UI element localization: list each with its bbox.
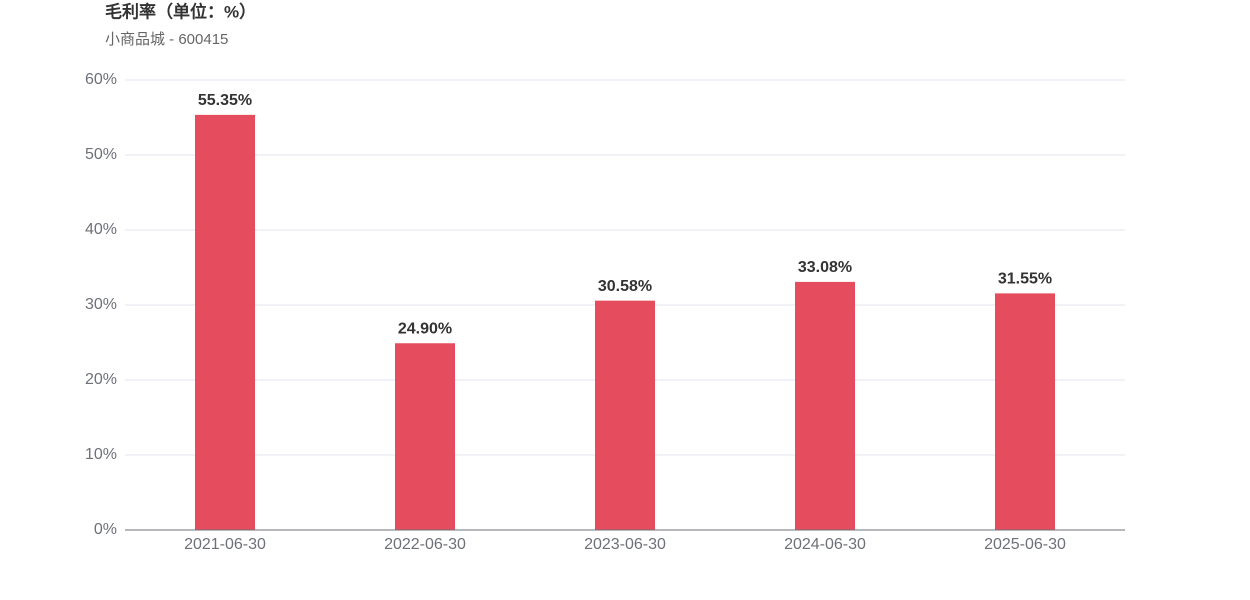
- y-tick-label: 0%: [94, 521, 117, 538]
- data-label: 31.55%: [998, 271, 1052, 288]
- x-tick-label: 2025-06-30: [984, 536, 1066, 553]
- y-tick-label: 10%: [85, 446, 117, 463]
- bar: [595, 300, 655, 530]
- x-tick-label: 2023-06-30: [584, 536, 666, 553]
- x-tick-label: 2022-06-30: [384, 536, 466, 553]
- bar: [995, 293, 1055, 530]
- data-label: 55.35%: [198, 92, 252, 109]
- data-label: 30.58%: [598, 278, 652, 295]
- y-tick-label: 60%: [85, 71, 117, 88]
- bar: [195, 114, 255, 530]
- chart-subtitle: 小商品城 - 600415: [105, 31, 228, 48]
- y-tick-label: 50%: [85, 146, 117, 163]
- chart-title: 毛利率（单位：%）: [105, 1, 256, 21]
- bar: [795, 281, 855, 530]
- y-tick-label: 30%: [85, 296, 117, 313]
- y-tick-label: 20%: [85, 371, 117, 388]
- data-label: 24.90%: [398, 320, 452, 337]
- x-tick-label: 2021-06-30: [184, 536, 266, 553]
- data-label: 33.08%: [798, 259, 852, 276]
- y-tick-label: 40%: [85, 221, 117, 238]
- bar: [395, 343, 455, 530]
- x-tick-label: 2024-06-30: [784, 536, 866, 553]
